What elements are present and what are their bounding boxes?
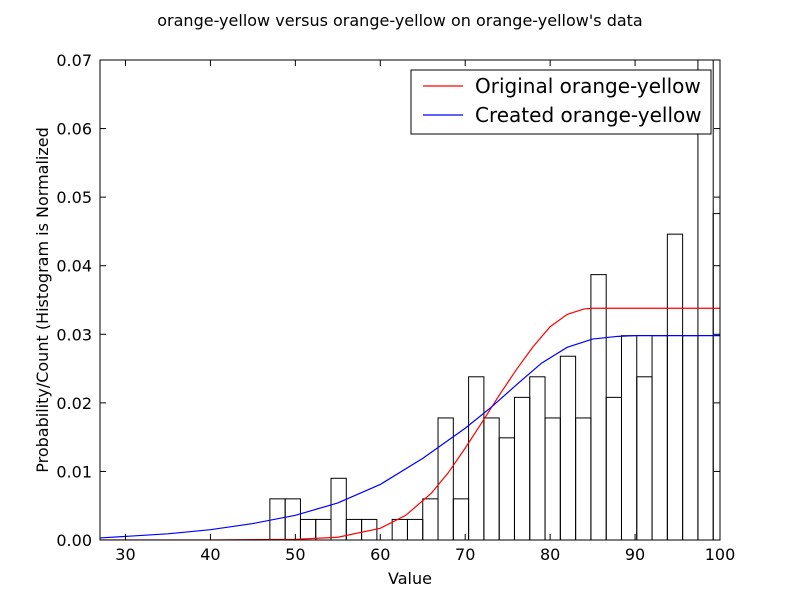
x-axis-label: Value bbox=[388, 569, 432, 588]
histogram-bar bbox=[605, 396, 622, 540]
y-tick-label: 0.05 bbox=[56, 188, 92, 207]
y-tick-label: 0.02 bbox=[56, 394, 92, 413]
histogram-bar bbox=[498, 437, 515, 540]
x-tick-label: 60 bbox=[370, 545, 390, 564]
histogram-bar bbox=[406, 518, 424, 540]
legend-label-original: Original orange-yellow bbox=[475, 74, 701, 98]
histogram-bar bbox=[682, 335, 699, 540]
histogram-bar bbox=[345, 518, 363, 540]
histogram-bar bbox=[391, 518, 408, 540]
histogram-bar bbox=[299, 518, 317, 540]
histogram-bar bbox=[330, 477, 347, 540]
x-tick-label: 50 bbox=[285, 545, 305, 564]
histogram-bar bbox=[361, 518, 378, 540]
x-axis: 30 40 50 60 70 80 90 100 bbox=[115, 60, 735, 564]
y-tick-label: 0.00 bbox=[56, 531, 92, 550]
histogram-bar bbox=[437, 417, 454, 540]
histogram-bar bbox=[284, 498, 301, 540]
histogram-bar bbox=[315, 518, 332, 540]
histogram-bar bbox=[590, 274, 607, 540]
histogram-bar bbox=[468, 376, 485, 540]
y-tick-label: 0.01 bbox=[56, 462, 92, 481]
histogram-bar bbox=[666, 233, 684, 540]
x-tick-label: 90 bbox=[625, 545, 645, 564]
histogram-bar bbox=[483, 417, 500, 540]
y-tick-label: 0.07 bbox=[56, 51, 92, 70]
series-line-original bbox=[100, 307, 720, 540]
histogram-bar bbox=[559, 355, 577, 540]
histogram-bar bbox=[513, 396, 531, 540]
curves bbox=[100, 307, 720, 540]
x-tick-label: 80 bbox=[540, 545, 560, 564]
chart-title: orange-yellow versus orange-yellow on or… bbox=[157, 11, 642, 30]
plot-frame bbox=[99, 59, 721, 541]
histogram-bar bbox=[651, 335, 668, 540]
histogram-bar bbox=[422, 498, 439, 540]
histogram-bar bbox=[575, 417, 592, 540]
y-tick-label: 0.04 bbox=[56, 257, 92, 276]
y-axis: 0.00 0.01 0.02 0.03 0.04 0.05 0.06 0.07 bbox=[56, 51, 720, 550]
x-tick-label: 40 bbox=[200, 545, 220, 564]
histogram-bar bbox=[529, 376, 546, 540]
histogram-bar bbox=[636, 376, 653, 540]
y-tick-label: 0.06 bbox=[56, 120, 92, 139]
y-tick-label: 0.03 bbox=[56, 325, 92, 344]
histogram-bar bbox=[620, 335, 638, 540]
x-tick-label: 100 bbox=[705, 545, 736, 564]
y-axis-label: Probability/Count (Histogram is Normaliz… bbox=[33, 127, 52, 473]
legend-label-created: Created orange-yellow bbox=[475, 103, 702, 127]
histogram-bar bbox=[452, 498, 470, 540]
legend: Original orange-yellow Created orange-ye… bbox=[410, 69, 712, 135]
histogram-bar bbox=[712, 213, 720, 540]
histogram-bar bbox=[544, 417, 561, 540]
legend-box bbox=[410, 69, 712, 135]
series-line-created bbox=[100, 335, 720, 539]
x-tick-label: 30 bbox=[115, 545, 135, 564]
x-tick-label: 70 bbox=[455, 545, 475, 564]
